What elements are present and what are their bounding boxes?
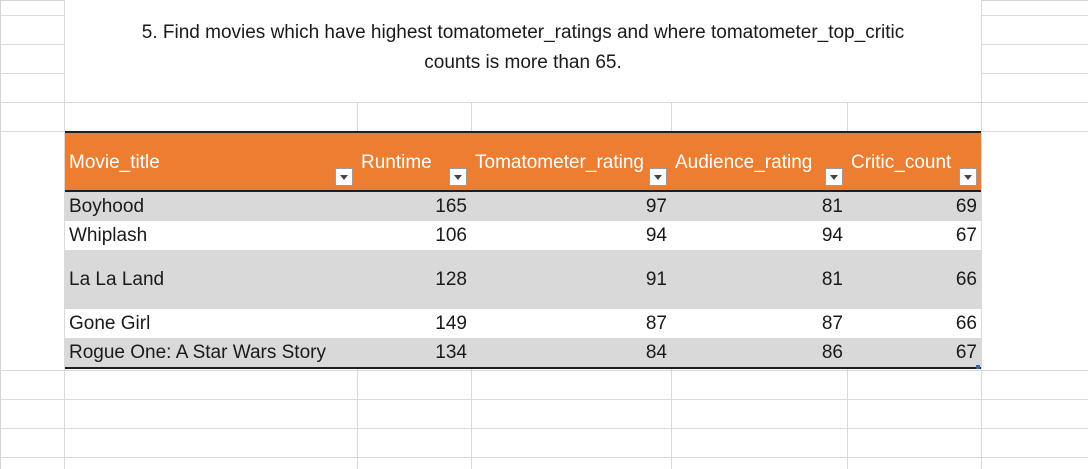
cell-critic-count[interactable]: 67 — [955, 341, 977, 363]
table-header-row: Movie_title Runtime Tomatometer_rating A… — [65, 133, 981, 192]
table-row: Gone Girl 149 87 87 66 — [65, 309, 981, 338]
cell-movie-title[interactable]: Boyhood — [69, 195, 145, 217]
filter-dropdown-icon[interactable] — [449, 168, 467, 186]
header-label: Runtime — [361, 152, 432, 173]
header-cell-tomatometer-rating[interactable]: Tomatometer_rating — [471, 133, 671, 190]
cell-critic-count[interactable]: 66 — [955, 268, 977, 290]
table-row: Rogue One: A Star Wars Story 134 84 86 6… — [65, 338, 981, 367]
grid-line — [0, 457, 1088, 458]
header-label: Critic_count — [851, 152, 952, 173]
grid-line — [0, 428, 1088, 429]
header-cell-audience-rating[interactable]: Audience_rating — [671, 133, 847, 190]
cell-movie-title[interactable]: La La Land — [69, 268, 165, 290]
grid-line — [981, 0, 982, 469]
grid-line — [0, 102, 1088, 103]
header-label: Movie_title — [69, 152, 160, 173]
cell-tomatometer-rating[interactable]: 84 — [645, 341, 667, 363]
cell-runtime[interactable]: 149 — [435, 312, 467, 334]
header-label: Audience_rating — [675, 152, 813, 173]
note-line-2: counts is more than 65. — [424, 52, 622, 73]
header-cell-runtime[interactable]: Runtime — [357, 133, 471, 190]
note-line-1: 5. Find movies which have highest tomato… — [141, 22, 905, 43]
movies-table: Movie_title Runtime Tomatometer_rating A… — [65, 131, 981, 369]
question-note: 5. Find movies which have highest tomato… — [65, 18, 981, 78]
cell-audience-rating[interactable]: 87 — [821, 312, 843, 334]
cell-critic-count[interactable]: 67 — [955, 224, 977, 246]
cell-tomatometer-rating[interactable]: 91 — [645, 268, 667, 290]
grid-line — [64, 0, 65, 469]
grid-line — [0, 399, 1088, 400]
grid-line — [0, 370, 1088, 371]
cell-movie-title[interactable]: Gone Girl — [69, 312, 151, 334]
header-cell-critic-count[interactable]: Critic_count — [847, 133, 981, 190]
table-row: La La Land 128 91 81 66 — [65, 250, 981, 309]
cell-movie-title[interactable]: Rogue One: A Star Wars Story — [69, 341, 326, 363]
table-row: Boyhood 165 97 81 69 — [65, 192, 981, 221]
cell-critic-count[interactable]: 69 — [955, 195, 977, 217]
table-row: Whiplash 106 94 94 67 — [65, 221, 981, 250]
cell-audience-rating[interactable]: 81 — [821, 195, 843, 217]
cell-critic-count[interactable]: 66 — [955, 312, 977, 334]
filter-dropdown-icon[interactable] — [825, 168, 843, 186]
cell-runtime[interactable]: 134 — [435, 341, 467, 363]
filter-dropdown-icon[interactable] — [335, 168, 353, 186]
filter-dropdown-icon[interactable] — [959, 168, 977, 186]
merged-note-cell[interactable] — [65, 0, 981, 102]
filter-dropdown-icon[interactable] — [649, 168, 667, 186]
cell-tomatometer-rating[interactable]: 94 — [645, 224, 667, 246]
cell-tomatometer-rating[interactable]: 97 — [645, 195, 667, 217]
cell-audience-rating[interactable]: 81 — [821, 268, 843, 290]
cell-runtime[interactable]: 165 — [435, 195, 467, 217]
cell-runtime[interactable]: 128 — [435, 268, 467, 290]
header-cell-movie-title[interactable]: Movie_title — [65, 133, 357, 190]
cell-audience-rating[interactable]: 94 — [821, 224, 843, 246]
cell-audience-rating[interactable]: 86 — [821, 341, 843, 363]
cell-tomatometer-rating[interactable]: 87 — [645, 312, 667, 334]
table-bottom-border — [65, 367, 981, 369]
cell-runtime[interactable]: 106 — [435, 224, 467, 246]
cell-movie-title[interactable]: Whiplash — [69, 224, 148, 246]
table-resize-handle[interactable] — [976, 365, 980, 369]
header-label: Tomatometer_rating — [475, 152, 644, 173]
